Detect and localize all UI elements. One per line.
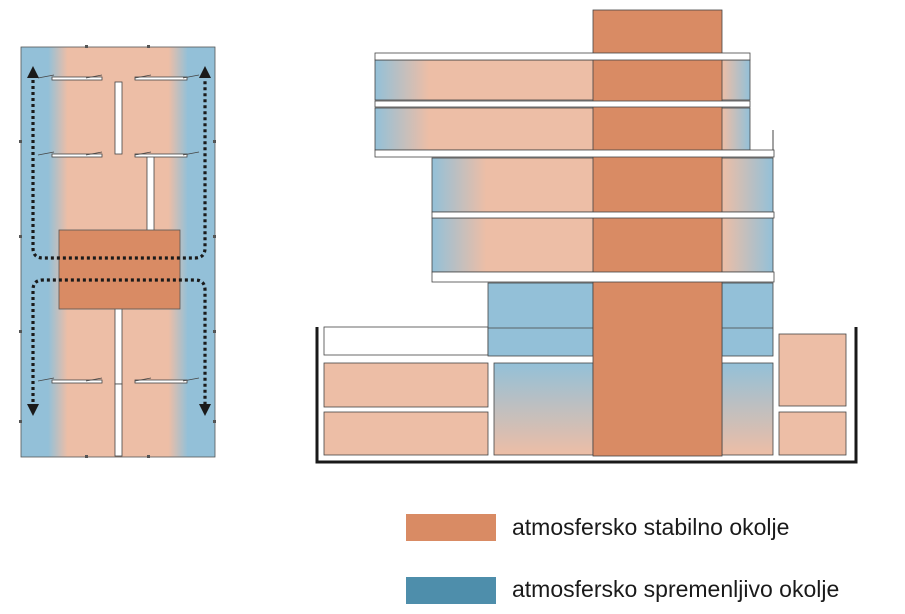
plan-edge-ticks (19, 45, 216, 458)
slab-5 (374, 100, 751, 108)
arrow-down-right-icon (199, 404, 211, 416)
floor-3-variable-left (432, 158, 486, 212)
floor-5-variable-right (722, 60, 750, 100)
ground-floor-slab (323, 326, 489, 356)
ground-floor-variable-right (721, 282, 774, 357)
basement-room-right-upper (778, 333, 847, 407)
arrow-down-left-icon (27, 404, 39, 416)
floor-4-variable-left (375, 108, 429, 150)
basement-room-left-lower (323, 411, 489, 456)
ground-floor-variable-left (487, 282, 594, 357)
plan-partitions (51, 76, 188, 457)
legend-label-variable: atmosfersko spremenljivo okolje (512, 576, 839, 602)
floor-5-variable-left (375, 60, 429, 100)
legend-swatch-stable (406, 514, 496, 541)
floor-4-variable-right (722, 108, 750, 150)
slab-4 (374, 149, 775, 158)
arrow-up-left-icon (27, 66, 39, 78)
floor-2-variable-right (722, 218, 773, 272)
legend-label-stable: atmosfersko stabilno okolje (512, 514, 789, 540)
section-core-stable-zone (592, 9, 723, 457)
legend: atmosfersko stabilno okolje atmosfersko … (406, 514, 839, 604)
airflow-lower-loop (31, 278, 207, 408)
airflow-arrows (27, 66, 211, 416)
slab-2 (431, 271, 775, 283)
airflow-upper-loop (31, 80, 207, 260)
legend-swatch-variable (406, 577, 496, 604)
basement-bay-variable-left (493, 362, 594, 456)
floor-plan (19, 45, 216, 458)
basement-room-left-upper (323, 362, 489, 408)
slab-3 (431, 211, 775, 219)
floor-2-variable-left (432, 218, 486, 272)
floor-3-variable-right (722, 158, 773, 212)
plan-door-lines (37, 74, 200, 382)
slab-roof (374, 52, 751, 61)
plan-core-stable-zone (58, 229, 181, 310)
basement-room-right-lower (778, 411, 847, 456)
arrow-up-right-icon (199, 66, 211, 78)
airflow-paths (31, 80, 207, 408)
section-ground-frame (315, 327, 858, 464)
floor-slabs (374, 52, 775, 283)
building-section (315, 9, 858, 464)
basement-bay-variable-right (721, 362, 774, 456)
